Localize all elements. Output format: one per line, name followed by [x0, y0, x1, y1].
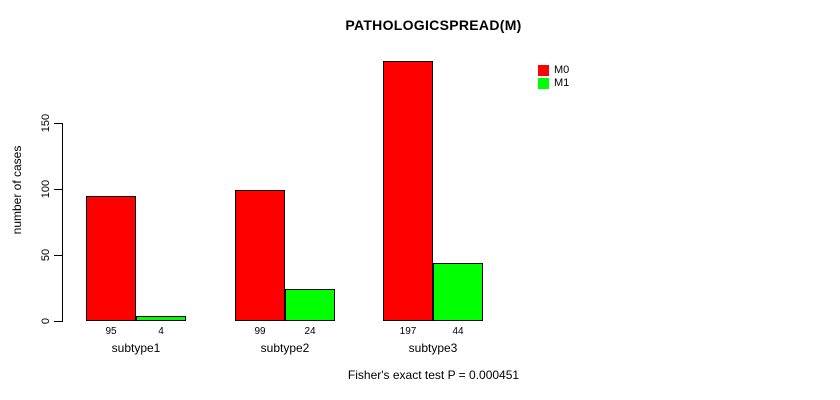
chart-title: PATHOLOGICSPREAD(M): [345, 17, 522, 33]
y-axis-tick: [54, 123, 62, 124]
legend-swatch-m1: [538, 78, 549, 89]
y-axis-line: [62, 123, 63, 322]
y-tick-label: 100: [40, 179, 52, 199]
category-label-subtype3: subtype3: [408, 341, 458, 355]
bar-m0-subtype3: [383, 61, 433, 321]
legend-swatch-m0: [538, 65, 549, 76]
bar-value-label: 99: [254, 326, 266, 337]
bar-value-label: 197: [399, 326, 417, 337]
bar-value-label: 44: [452, 326, 464, 337]
y-tick-label: 50: [40, 248, 52, 262]
bar-m1-subtype3: [433, 263, 483, 321]
bar-value-label: 24: [304, 326, 316, 337]
category-label-subtype1: subtype1: [111, 341, 161, 355]
legend-label-m1: M1: [554, 77, 570, 89]
y-axis-tick: [54, 189, 62, 190]
y-tick-label: 150: [40, 113, 52, 133]
bar-value-label: 95: [105, 326, 117, 337]
legend-label-m0: M0: [554, 64, 570, 76]
bar-m1-subtype1: [136, 316, 186, 321]
y-axis-tick: [54, 255, 62, 256]
bar-m1-subtype2: [285, 289, 335, 321]
bar-value-label: 4: [158, 326, 164, 337]
y-axis-title: number of cases: [10, 145, 24, 235]
bar-m0-subtype2: [235, 190, 285, 321]
footnote-pvalue: Fisher's exact test P = 0.000451: [347, 368, 520, 382]
y-tick-label: 0: [40, 317, 52, 325]
category-label-subtype2: subtype2: [260, 341, 310, 355]
bar-m0-subtype1: [86, 196, 136, 321]
y-axis-tick: [54, 321, 62, 322]
